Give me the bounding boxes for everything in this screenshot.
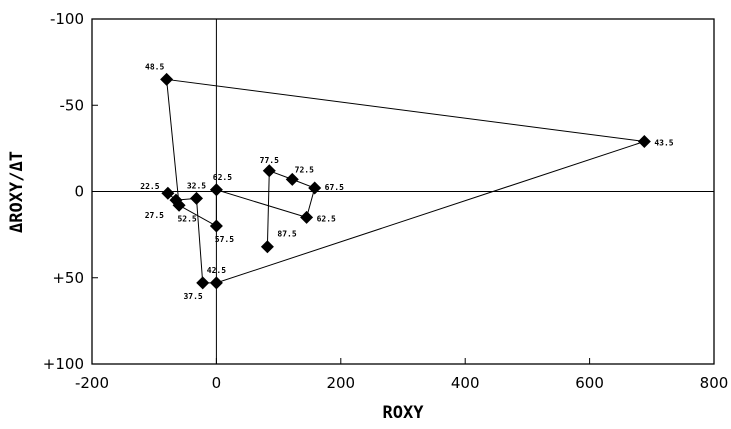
- data-point-label: 32.5: [187, 181, 206, 190]
- point-labels: 22.5 27.5 32.5 37.5 42.5 43.5 48.5 52.5 57.5 62.5…: [140, 62, 674, 301]
- data-point-label: 62.5: [213, 173, 232, 182]
- reference-lines: [92, 19, 714, 364]
- data-point-label: 52.5: [177, 214, 196, 223]
- y-tick-label: -100: [50, 10, 84, 28]
- data-point-label: 77.5: [260, 156, 279, 165]
- data-point-label: 62.5: [317, 214, 336, 223]
- x-tick-label: -200: [75, 374, 109, 392]
- x-tick-label: 800: [700, 374, 729, 392]
- x-tick-label: 200: [326, 374, 355, 392]
- data-point-label: 48.5: [145, 62, 164, 71]
- data-point-marker: [260, 240, 274, 254]
- data-point-label: 42.5: [207, 266, 226, 275]
- x-axis-ticks: -200 0 200 400 600 800: [75, 358, 728, 392]
- data-point-label: 72.5: [295, 165, 314, 174]
- data-point-marker: [300, 210, 314, 224]
- data-point-marker: [160, 72, 174, 86]
- data-point-label: 43.5: [654, 138, 673, 147]
- y-tick-label: +100: [43, 355, 84, 373]
- data-point-label: 22.5: [140, 182, 159, 191]
- data-point-marker: [209, 276, 223, 290]
- data-point-marker: [196, 276, 210, 290]
- data-point-label: 67.5: [325, 183, 344, 192]
- x-tick-label: 600: [575, 374, 604, 392]
- y-axis-ticks: -100 -50 0 +50 +100: [43, 10, 98, 373]
- data-point-marker: [209, 219, 223, 233]
- data-point-marker: [308, 181, 322, 195]
- y-axis-title: ΔROXY/ΔT: [7, 151, 27, 233]
- series-line: [166, 78, 645, 284]
- series-path: [166, 78, 645, 284]
- data-point-label: 27.5: [145, 211, 164, 220]
- y-tick-label: -50: [60, 96, 85, 114]
- data-point-marker: [262, 164, 276, 178]
- data-point-marker: [172, 198, 186, 212]
- y-tick-label: 0: [74, 183, 84, 201]
- data-point-marker: [189, 191, 203, 205]
- data-point-label: 57.5: [215, 235, 234, 244]
- data-point-marker: [637, 134, 651, 148]
- data-point-label: 87.5: [277, 230, 296, 239]
- x-tick-label: 0: [212, 374, 222, 392]
- x-tick-label: 400: [451, 374, 480, 392]
- data-point-label: 37.5: [183, 292, 202, 301]
- data-point-marker: [161, 186, 175, 200]
- y-tick-label: +50: [52, 269, 84, 287]
- x-axis-title: ROXY: [383, 403, 425, 423]
- data-point-marker: [285, 172, 299, 186]
- data-point-marker: [209, 183, 223, 197]
- data-markers: [160, 72, 651, 290]
